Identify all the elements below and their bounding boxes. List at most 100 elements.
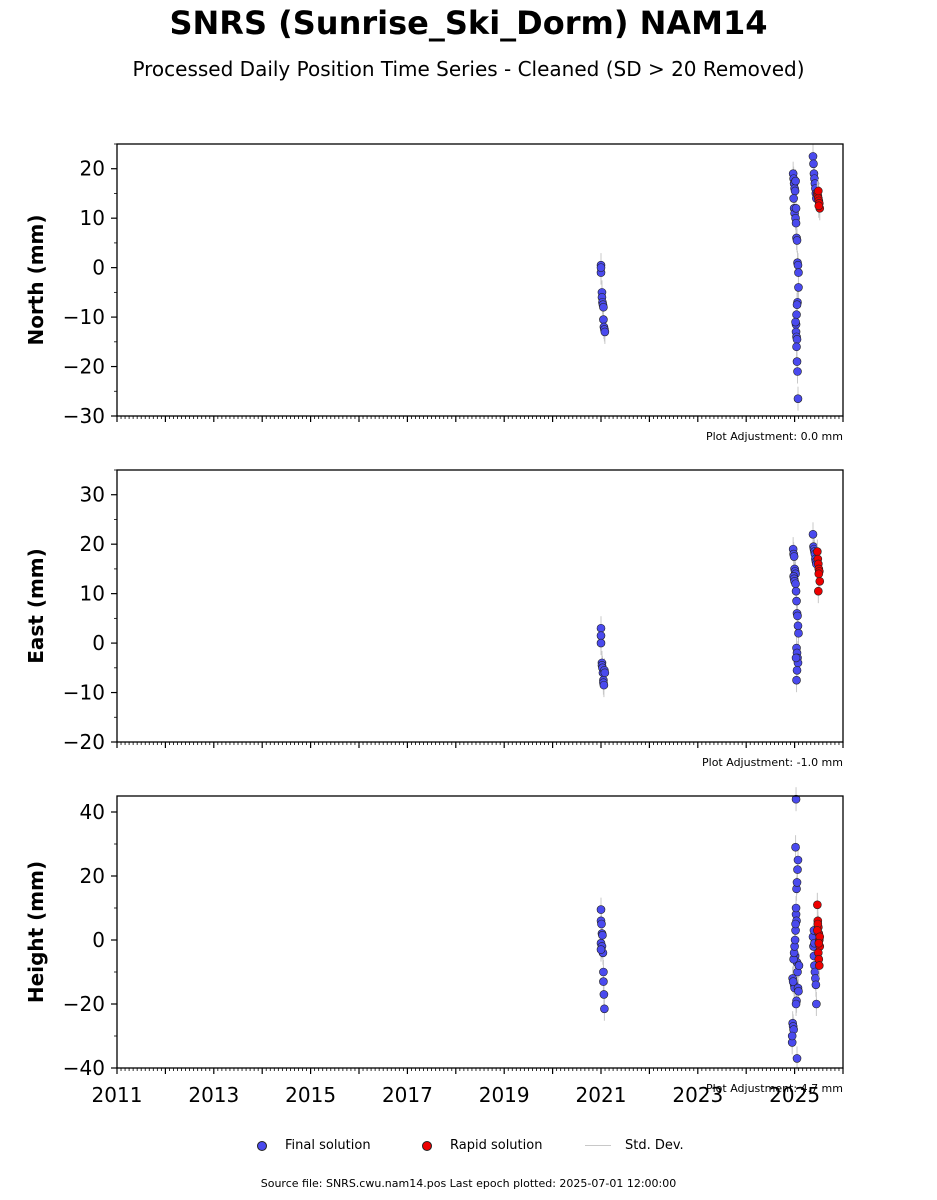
x-tick-label: 2021: [576, 1083, 627, 1107]
legend-rapid: Rapid solution: [422, 1138, 542, 1153]
y-tick-label: −10: [63, 681, 105, 705]
final-solution-point: [791, 579, 800, 589]
plot-frame: [116, 143, 844, 417]
final-solution-point: [599, 315, 608, 324]
final-solution-point: [788, 977, 798, 986]
y-tick-label: 20: [80, 157, 105, 181]
x-tick-label: 2015: [285, 1083, 336, 1107]
rapid-solution-point: [814, 586, 823, 596]
y-tick-label: 40: [80, 800, 105, 824]
final-solution-point: [792, 310, 801, 319]
plot-adjustment-note: Plot Adjustment: 4.7 mm: [706, 1082, 843, 1095]
y-axis-label: North (mm): [24, 214, 48, 345]
final-solution-point: [600, 1004, 609, 1014]
y-tick-label: 10: [80, 206, 105, 230]
y-tick-label: 0: [92, 256, 105, 280]
plot-adjustment-note: Plot Adjustment: -1.0 mm: [702, 756, 843, 769]
y-tick-label: 20: [80, 532, 105, 556]
final-solution-point: [793, 855, 803, 865]
y-tick-label: 30: [80, 483, 105, 507]
final-solution-point: [792, 236, 802, 245]
final-marker-icon: [257, 1140, 267, 1151]
y-tick-label: −10: [63, 305, 105, 329]
final-solution-point: [791, 176, 800, 186]
rapid-solution-point: [814, 961, 824, 970]
y-tick-label: −30: [63, 404, 105, 428]
final-solution-point: [808, 152, 818, 161]
final-solution-point: [793, 394, 803, 403]
x-tick-label: 2017: [382, 1083, 433, 1107]
final-solution-point: [793, 621, 803, 631]
legend-final: Final solution: [257, 1138, 371, 1153]
final-solution-point: [792, 878, 802, 887]
final-solution-point: [793, 611, 802, 621]
y-axis-label: Height (mm): [24, 861, 48, 1003]
x-tick-label: 2023: [672, 1083, 723, 1107]
y-tick-label: −20: [63, 355, 105, 379]
final-solution-point: [791, 842, 800, 852]
final-solution-point: [790, 935, 800, 945]
final-solution-point: [791, 317, 800, 327]
final-solution-point: [792, 665, 802, 675]
final-solution-point: [792, 335, 802, 344]
final-solution-point: [596, 623, 606, 633]
final-solution-point: [793, 260, 803, 270]
final-solution-point: [791, 903, 801, 913]
legend-final-label: Final solution: [285, 1138, 371, 1153]
final-solution-point: [596, 638, 606, 648]
final-solution-point: [789, 552, 799, 561]
final-solution-point: [794, 283, 803, 292]
final-solution-point: [789, 194, 798, 203]
final-solution-point: [793, 865, 802, 874]
final-solution-point: [791, 794, 801, 804]
final-solution-point: [598, 930, 607, 940]
y-tick-label: −40: [63, 1056, 105, 1080]
final-solution-point: [809, 159, 818, 169]
final-solution-point: [792, 675, 801, 685]
final-solution-point: [792, 1054, 802, 1063]
legend-stddev-label: Std. Dev.: [625, 1138, 684, 1153]
rapid-solution-point: [814, 186, 823, 196]
source-text: Source file: SNRS.cwu.nam14.pos Last epo…: [260, 1177, 677, 1190]
chart-subtitle: Processed Daily Position Time Series - C…: [132, 57, 805, 81]
final-solution-point: [790, 186, 800, 196]
final-solution-point: [791, 653, 801, 663]
final-solution-point: [596, 631, 606, 640]
final-solution-point: [791, 919, 800, 929]
final-solution-point: [794, 961, 804, 970]
plot-frame: [116, 469, 844, 743]
y-axis-label: East (mm): [24, 548, 48, 664]
stddev-line-icon: [585, 1145, 611, 1146]
legend-stddev: Std. Dev.: [585, 1138, 684, 1153]
rapid-solution-point: [813, 547, 822, 556]
y-tick-label: −20: [63, 992, 105, 1016]
rapid-marker-icon: [422, 1140, 432, 1151]
final-solution-point: [791, 999, 801, 1009]
rapid-solution-point: [813, 900, 822, 910]
final-solution-point: [792, 596, 801, 606]
plot-adjustment-note: Plot Adjustment: 0.0 mm: [706, 430, 843, 443]
final-solution-point: [600, 668, 610, 678]
y-tick-label: 10: [80, 582, 105, 606]
final-solution-point: [794, 628, 803, 638]
final-solution-point: [811, 980, 821, 990]
y-tick-label: −20: [63, 730, 105, 754]
final-solution-point: [791, 218, 801, 228]
final-solution-point: [808, 529, 818, 539]
final-solution-point: [599, 990, 609, 999]
rapid-solution-point: [814, 569, 824, 579]
final-solution-point: [599, 680, 609, 690]
x-tick-label: 2011: [92, 1083, 143, 1107]
plot-frame: [116, 795, 844, 1069]
rapid-solution-point: [814, 938, 824, 948]
final-solution-point: [792, 357, 802, 366]
y-tick-label: 20: [80, 864, 105, 888]
final-solution-point: [793, 367, 802, 376]
rapid-solution-point: [815, 576, 825, 586]
final-solution-point: [791, 586, 801, 596]
final-solution-point: [599, 302, 608, 312]
final-solution-point: [787, 1031, 797, 1041]
legend-rapid-label: Rapid solution: [450, 1138, 543, 1153]
final-solution-point: [596, 945, 606, 954]
